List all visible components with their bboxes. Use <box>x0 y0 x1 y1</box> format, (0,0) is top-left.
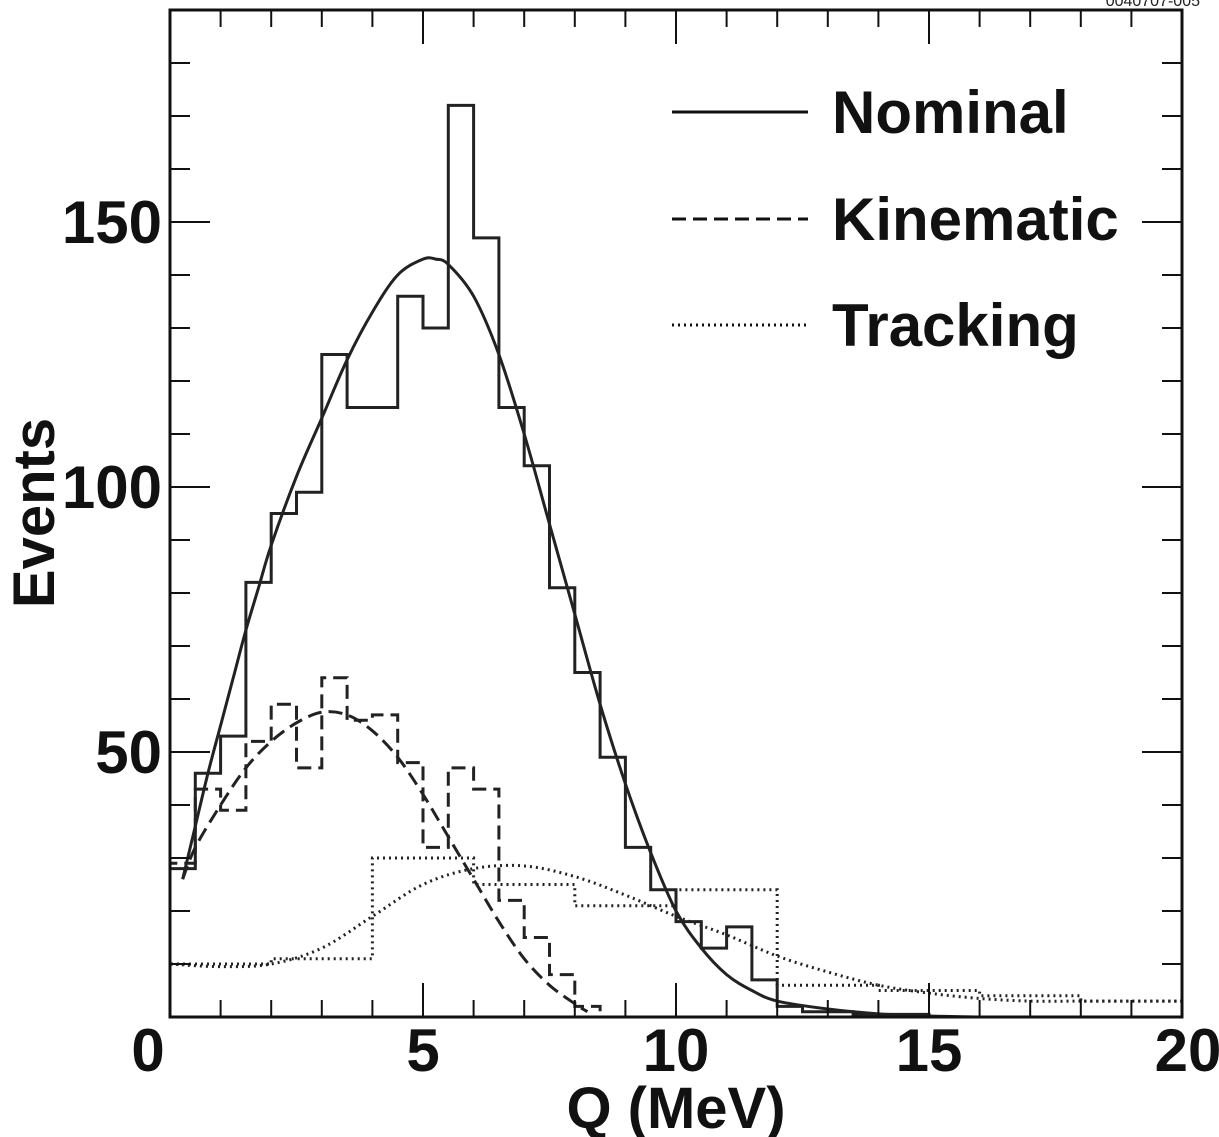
x-tick-label: 20 <box>1155 1017 1219 1084</box>
y-tick-label: 150 <box>62 189 162 256</box>
x-tick-label: 5 <box>406 1017 439 1084</box>
corner-id-label: 0040707-005 <box>1106 0 1200 10</box>
fit-curve-kinematic-fit <box>181 710 589 1013</box>
legend-label-nominal: Nominal <box>832 79 1069 146</box>
axis-tick-labels: 0 5 10 15 20 50 100 150 <box>62 189 1219 1084</box>
x-tick-label: 0 <box>131 1017 164 1084</box>
x-axis-title: Q (MeV) <box>566 1076 785 1137</box>
legend: Nominal Kinematic Tracking <box>660 72 1140 363</box>
y-tick-label: 50 <box>95 719 162 786</box>
histogram-nominal <box>168 103 955 1019</box>
fit-curve-tracking-fit <box>169 863 1182 1003</box>
x-tick-label: 15 <box>896 1017 963 1084</box>
x-tick-label: 10 <box>643 1017 710 1084</box>
legend-label-tracking: Tracking <box>832 292 1079 359</box>
histogram-kinematic <box>168 676 602 1017</box>
y-axis-title: Events <box>2 418 67 608</box>
histogram-tracking <box>168 856 1184 1017</box>
axis-ticks <box>169 10 1183 1017</box>
plot-frame <box>168 8 1184 1019</box>
legend-label-kinematic: Kinematic <box>832 186 1119 253</box>
y-tick-label: 100 <box>62 454 162 521</box>
fit-curve-nominal-fit <box>181 256 980 1019</box>
plot-area <box>168 103 1184 1019</box>
